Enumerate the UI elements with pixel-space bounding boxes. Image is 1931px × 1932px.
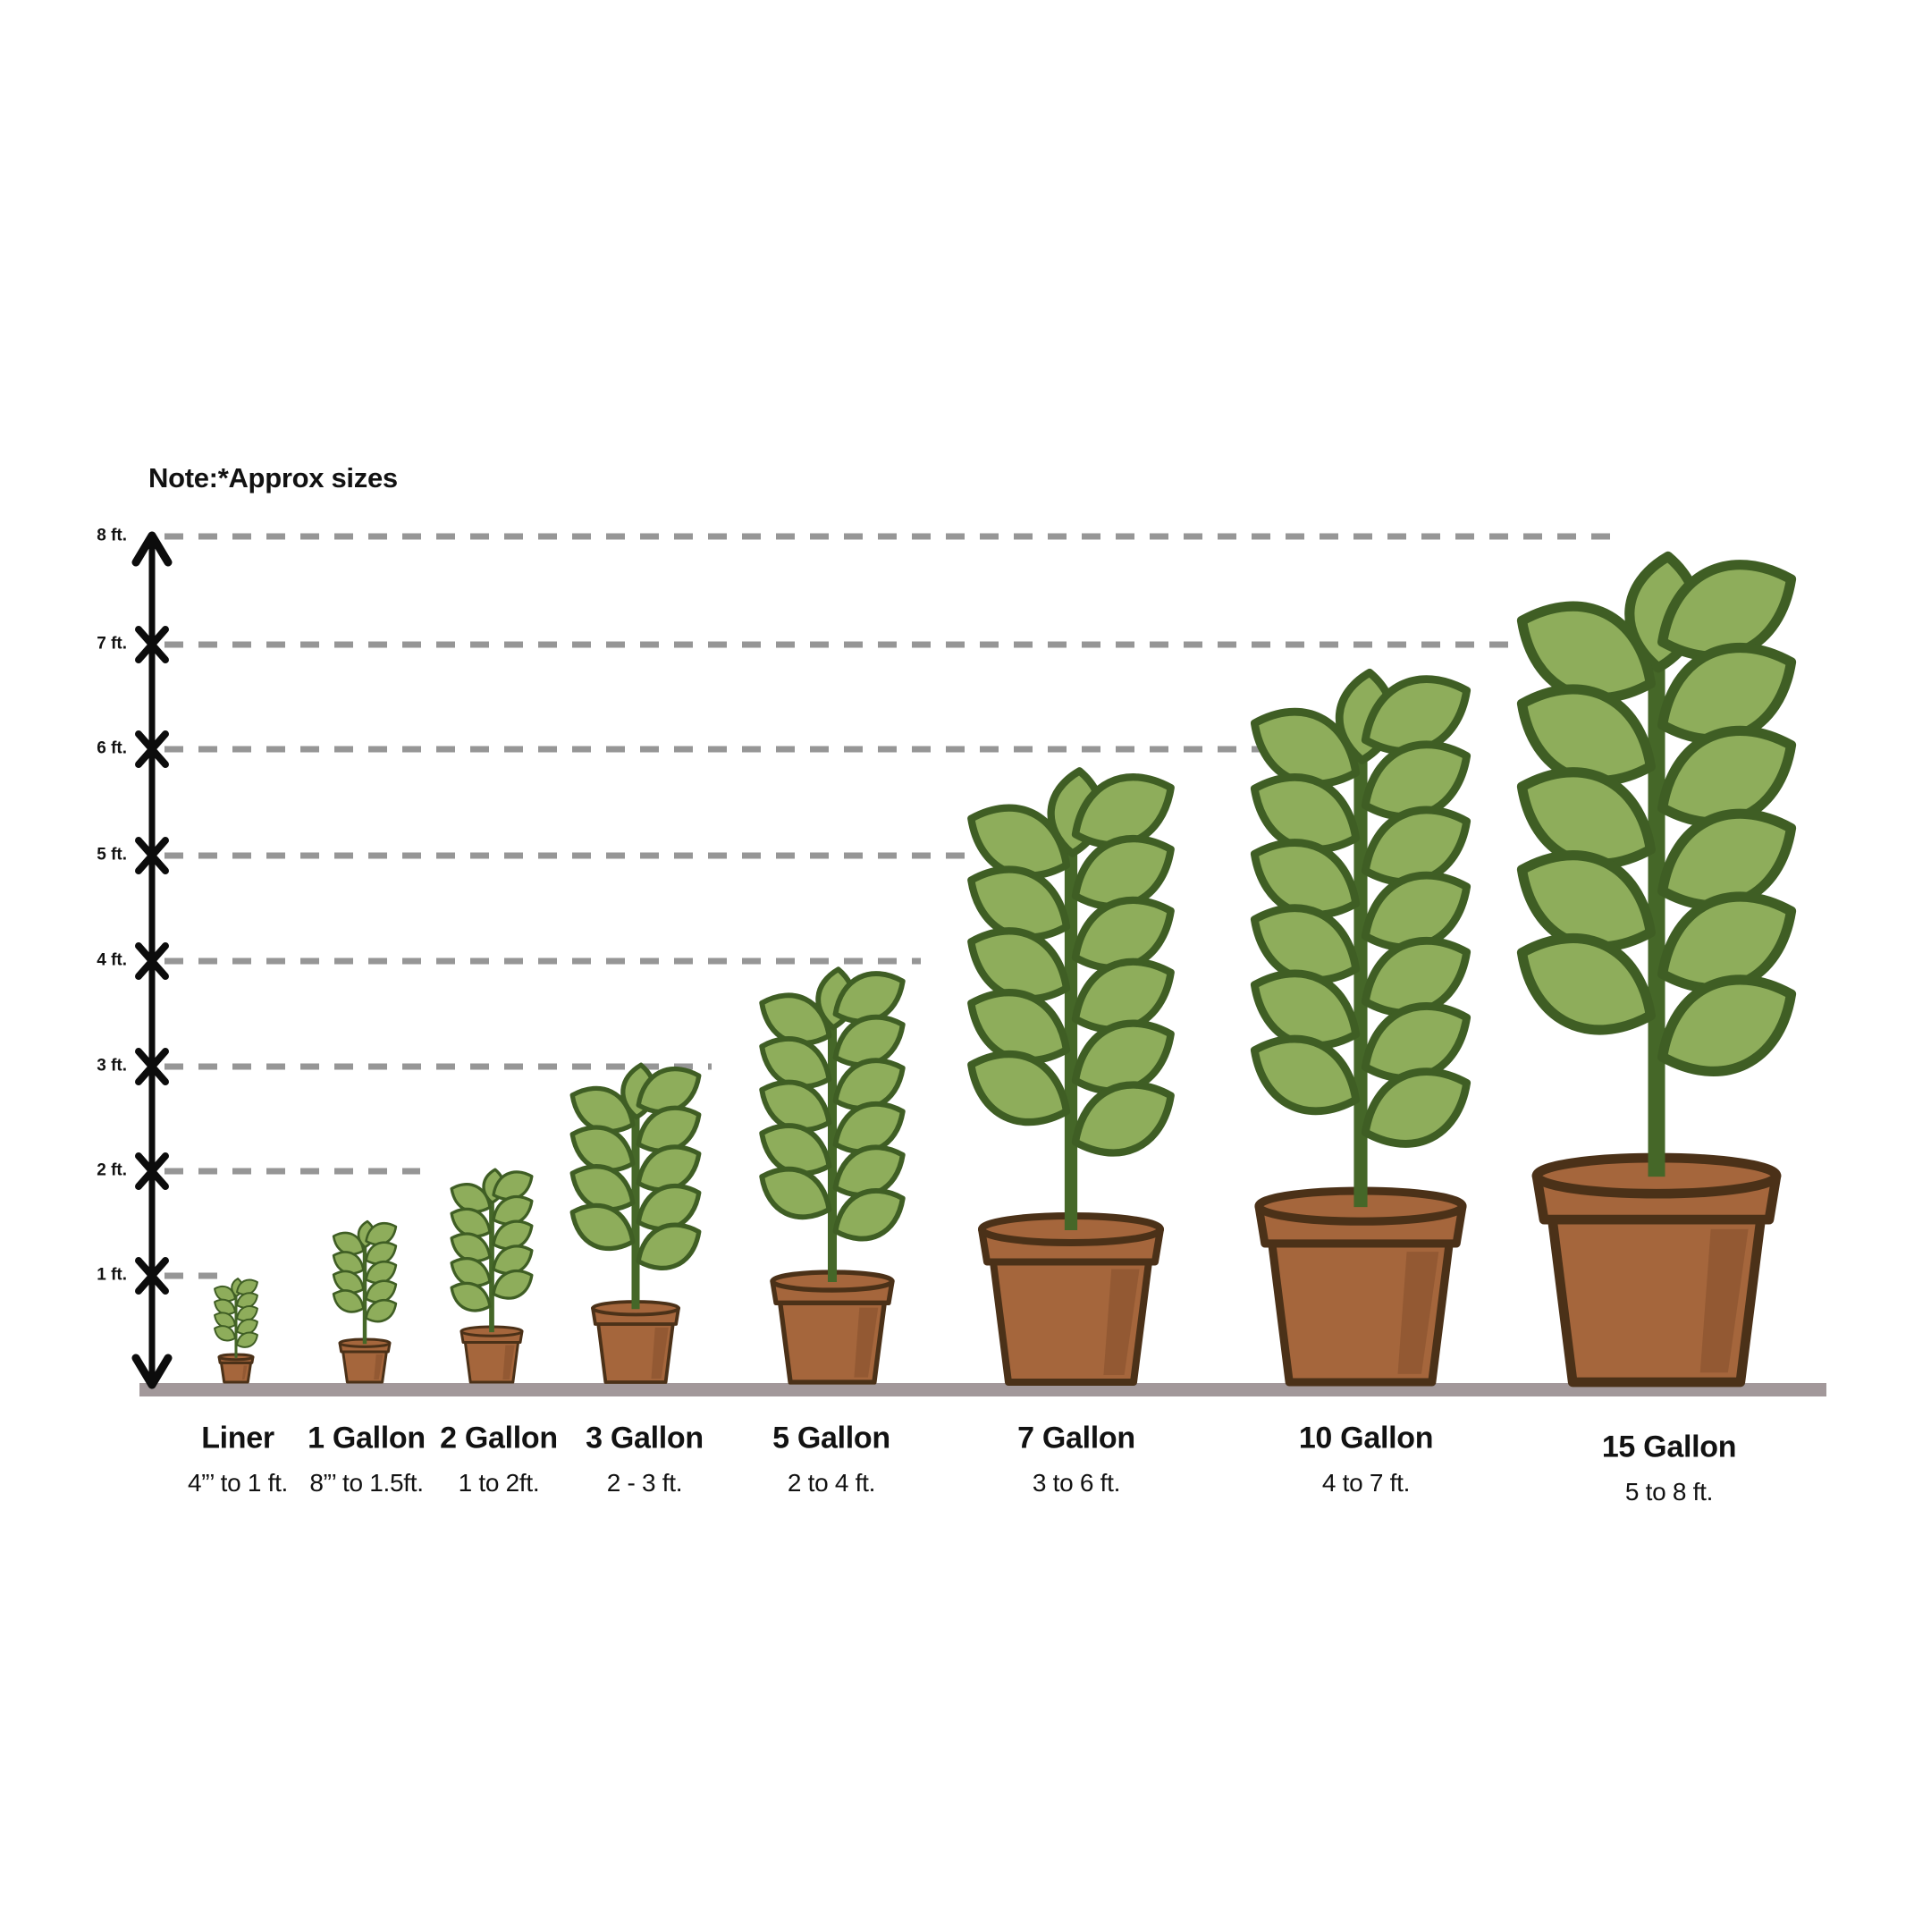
size-range-label-10-gallon: 4 to 7 ft. xyxy=(1321,1469,1411,1497)
axis-tick-mark-6ft xyxy=(135,730,169,768)
category-label-15-gallon: 15 Gallon xyxy=(1601,1430,1737,1464)
leaf xyxy=(1361,1067,1471,1148)
category-label-10-gallon: 10 Gallon xyxy=(1298,1421,1434,1455)
size-range-label-7-gallon: 3 to 6 ft. xyxy=(1032,1469,1121,1497)
pot-shading xyxy=(374,1354,384,1379)
axis-tick-label-7ft: 7 ft. xyxy=(97,634,127,654)
axis-tick-label-6ft: 6 ft. xyxy=(97,738,127,758)
plant-group-3-gallon xyxy=(569,1062,702,1384)
axis-tick-mark-1ft xyxy=(135,1257,169,1295)
leaf xyxy=(1071,1081,1175,1157)
leaf xyxy=(832,1188,906,1242)
axis-tick-mark-4ft xyxy=(135,942,169,980)
axis-arrow-bottom-icon xyxy=(131,1354,173,1389)
category-label-1-gallon: 1 Gallon xyxy=(308,1421,426,1455)
leaf xyxy=(365,1299,398,1323)
leaf xyxy=(214,1325,236,1342)
plant-group-10-gallon xyxy=(1250,668,1471,1387)
leaf xyxy=(492,1269,534,1300)
pot-shading xyxy=(241,1365,248,1379)
plant-group-2-gallon xyxy=(450,1168,534,1384)
pot-shading xyxy=(1699,1228,1749,1373)
size-range-label-5-gallon: 2 to 4 ft. xyxy=(787,1469,876,1497)
leaf xyxy=(1516,932,1656,1035)
axis-tick-mark-7ft xyxy=(135,626,169,663)
plant-group-7-gallon xyxy=(967,767,1175,1386)
size-range-label-2-gallon: 1 to 2ft. xyxy=(458,1469,540,1497)
axis-arrow-top-icon xyxy=(131,531,173,567)
axis-tick-label-3ft: 3 ft. xyxy=(97,1056,127,1076)
height-axis xyxy=(131,531,173,1389)
leaf xyxy=(332,1289,365,1313)
axis-tick-label-2ft: 2 ft. xyxy=(97,1160,127,1180)
size-range-label-15-gallon: 5 to 8 ft. xyxy=(1624,1478,1714,1506)
pot-shading xyxy=(1103,1269,1140,1375)
size-range-label-1-gallon: 8”’ to 1.5ft. xyxy=(309,1469,424,1497)
size-range-label-3-gallon: 2 - 3 ft. xyxy=(606,1469,683,1497)
pot-shading xyxy=(651,1327,669,1379)
leaf xyxy=(450,1281,492,1312)
pot-shading xyxy=(854,1307,879,1378)
axis-tick-mark-3ft xyxy=(135,1048,169,1085)
ground-bar xyxy=(139,1383,1826,1396)
category-label-2-gallon: 2 Gallon xyxy=(440,1421,558,1455)
axis-tick-label-5ft: 5 ft. xyxy=(97,845,127,865)
plant-group-15-gallon xyxy=(1516,551,1797,1388)
leaf xyxy=(236,1331,258,1348)
leaf xyxy=(967,1050,1071,1126)
leaf xyxy=(1250,1034,1361,1116)
plant-group-5-gallon xyxy=(759,966,906,1385)
axis-tick-mark-5ft xyxy=(135,837,169,874)
pot-shading xyxy=(1397,1252,1439,1374)
leaf xyxy=(569,1202,636,1252)
leaf xyxy=(636,1222,702,1270)
category-label-7-gallon: 7 Gallon xyxy=(1017,1421,1135,1455)
category-label-5-gallon: 5 Gallon xyxy=(772,1421,890,1455)
leaf xyxy=(759,1166,832,1220)
plant-group-1-gallon xyxy=(332,1219,398,1384)
category-label-liner: Liner xyxy=(201,1421,274,1455)
leaf xyxy=(1657,974,1797,1076)
axis-tick-label-4ft: 4 ft. xyxy=(97,950,127,970)
size-range-label-liner: 4”’ to 1 ft. xyxy=(187,1469,289,1497)
pot-shading xyxy=(502,1345,515,1379)
category-label-3-gallon: 3 Gallon xyxy=(586,1421,704,1455)
note-text: Note:*Approx sizes xyxy=(148,462,398,494)
axis-tick-mark-2ft xyxy=(135,1152,169,1190)
axis-tick-label-8ft: 8 ft. xyxy=(97,526,127,545)
axis-tick-label-1ft: 1 ft. xyxy=(97,1265,127,1285)
plant-group-liner xyxy=(214,1278,258,1384)
